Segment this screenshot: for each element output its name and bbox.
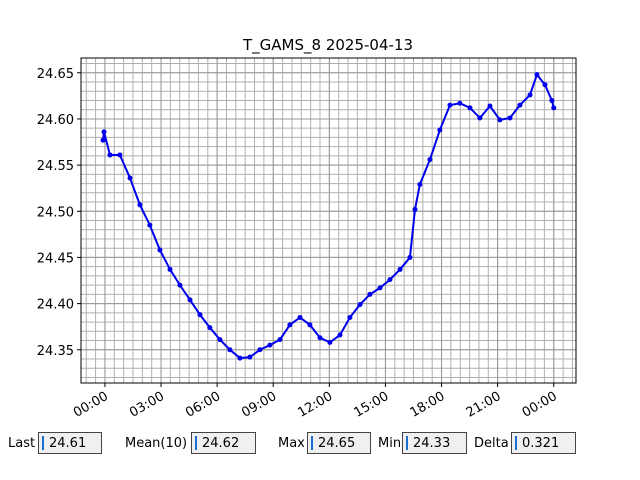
- data-point: [437, 127, 443, 133]
- readout-field[interactable]: 0.321: [511, 432, 576, 454]
- data-point: [307, 322, 313, 328]
- data-point: [100, 137, 106, 143]
- data-point: [387, 277, 393, 283]
- data-point: [227, 347, 233, 353]
- plot-frame: [80, 57, 577, 384]
- x-tick-label: 21:00: [464, 389, 504, 421]
- y-tick-label: 24.60: [37, 113, 74, 128]
- data-point: [549, 97, 555, 103]
- data-point: [467, 105, 473, 111]
- data-point: [257, 347, 263, 353]
- data-point: [417, 181, 423, 187]
- readout-label: Mean(10): [125, 436, 188, 451]
- data-point: [267, 342, 273, 348]
- x-tick-label: 18:00: [408, 389, 448, 421]
- readout-field[interactable]: 24.33: [402, 432, 467, 454]
- chart-title: T_GAMS_8 2025-04-13: [242, 36, 413, 55]
- data-point: [187, 297, 193, 303]
- data-point: [217, 337, 223, 343]
- y-tick-label: 24.35: [37, 344, 74, 359]
- data-point: [177, 282, 183, 288]
- readout-label: Delta: [474, 436, 509, 451]
- readout-field[interactable]: 24.62: [191, 432, 256, 454]
- data-point: [287, 322, 293, 328]
- data-point: [457, 100, 463, 106]
- chart: T_GAMS_8 2025-04-13 24.35 24.40 24.45 24.50…: [37, 36, 577, 421]
- data-point: [497, 117, 503, 123]
- x-tick-label: 09:00: [239, 389, 279, 421]
- readout-label: Last: [8, 436, 36, 451]
- data-point: [277, 337, 283, 343]
- y-tick-label: 24.55: [37, 159, 74, 174]
- data-point: [377, 285, 383, 291]
- data-point: [101, 129, 107, 135]
- y-tick-label: 24.40: [37, 298, 74, 313]
- data-point: [397, 266, 403, 272]
- data-point: [407, 254, 413, 260]
- data-point: [137, 202, 143, 208]
- data-point: [551, 105, 557, 111]
- data-point: [412, 206, 418, 212]
- data-point: [527, 92, 533, 98]
- data-point: [337, 332, 343, 338]
- y-tick-label: 24.45: [37, 251, 74, 266]
- data-point: [327, 339, 333, 345]
- x-tick-label: 00:00: [71, 389, 111, 421]
- readout-label: Max: [278, 436, 305, 451]
- x-tick-label: 03:00: [127, 389, 167, 421]
- readout-label: Min: [378, 436, 402, 451]
- y-tick-label: 24.65: [37, 67, 74, 82]
- data-point: [317, 335, 323, 341]
- data-point: [367, 291, 373, 297]
- readout-field[interactable]: 24.65: [307, 432, 371, 454]
- data-point: [357, 302, 363, 308]
- data-point: [147, 222, 153, 228]
- data-point: [477, 115, 483, 121]
- data-point: [427, 157, 433, 163]
- data-point: [534, 72, 540, 78]
- x-tick-label: 12:00: [295, 389, 335, 421]
- data-point: [542, 82, 548, 88]
- data-point: [127, 175, 133, 181]
- data-point: [247, 354, 253, 360]
- data-point: [167, 266, 173, 272]
- data-point: [207, 325, 213, 331]
- x-tick-label: 00:00: [520, 389, 560, 421]
- x-tick-label: 15:00: [351, 389, 391, 421]
- data-point: [517, 102, 523, 108]
- data-point: [157, 247, 163, 253]
- data-point: [237, 355, 243, 361]
- data-point: [487, 103, 493, 109]
- data-point: [347, 314, 353, 320]
- data-point: [297, 314, 303, 320]
- data-line: [102, 72, 555, 360]
- readout-field[interactable]: 24.61: [38, 432, 102, 454]
- data-point: [107, 152, 113, 158]
- data-point: [117, 152, 123, 158]
- data-point: [447, 102, 453, 108]
- data-point: [197, 312, 203, 318]
- data-point: [507, 115, 513, 121]
- x-tick-label: 06:00: [183, 389, 223, 421]
- y-tick-label: 24.50: [37, 205, 74, 220]
